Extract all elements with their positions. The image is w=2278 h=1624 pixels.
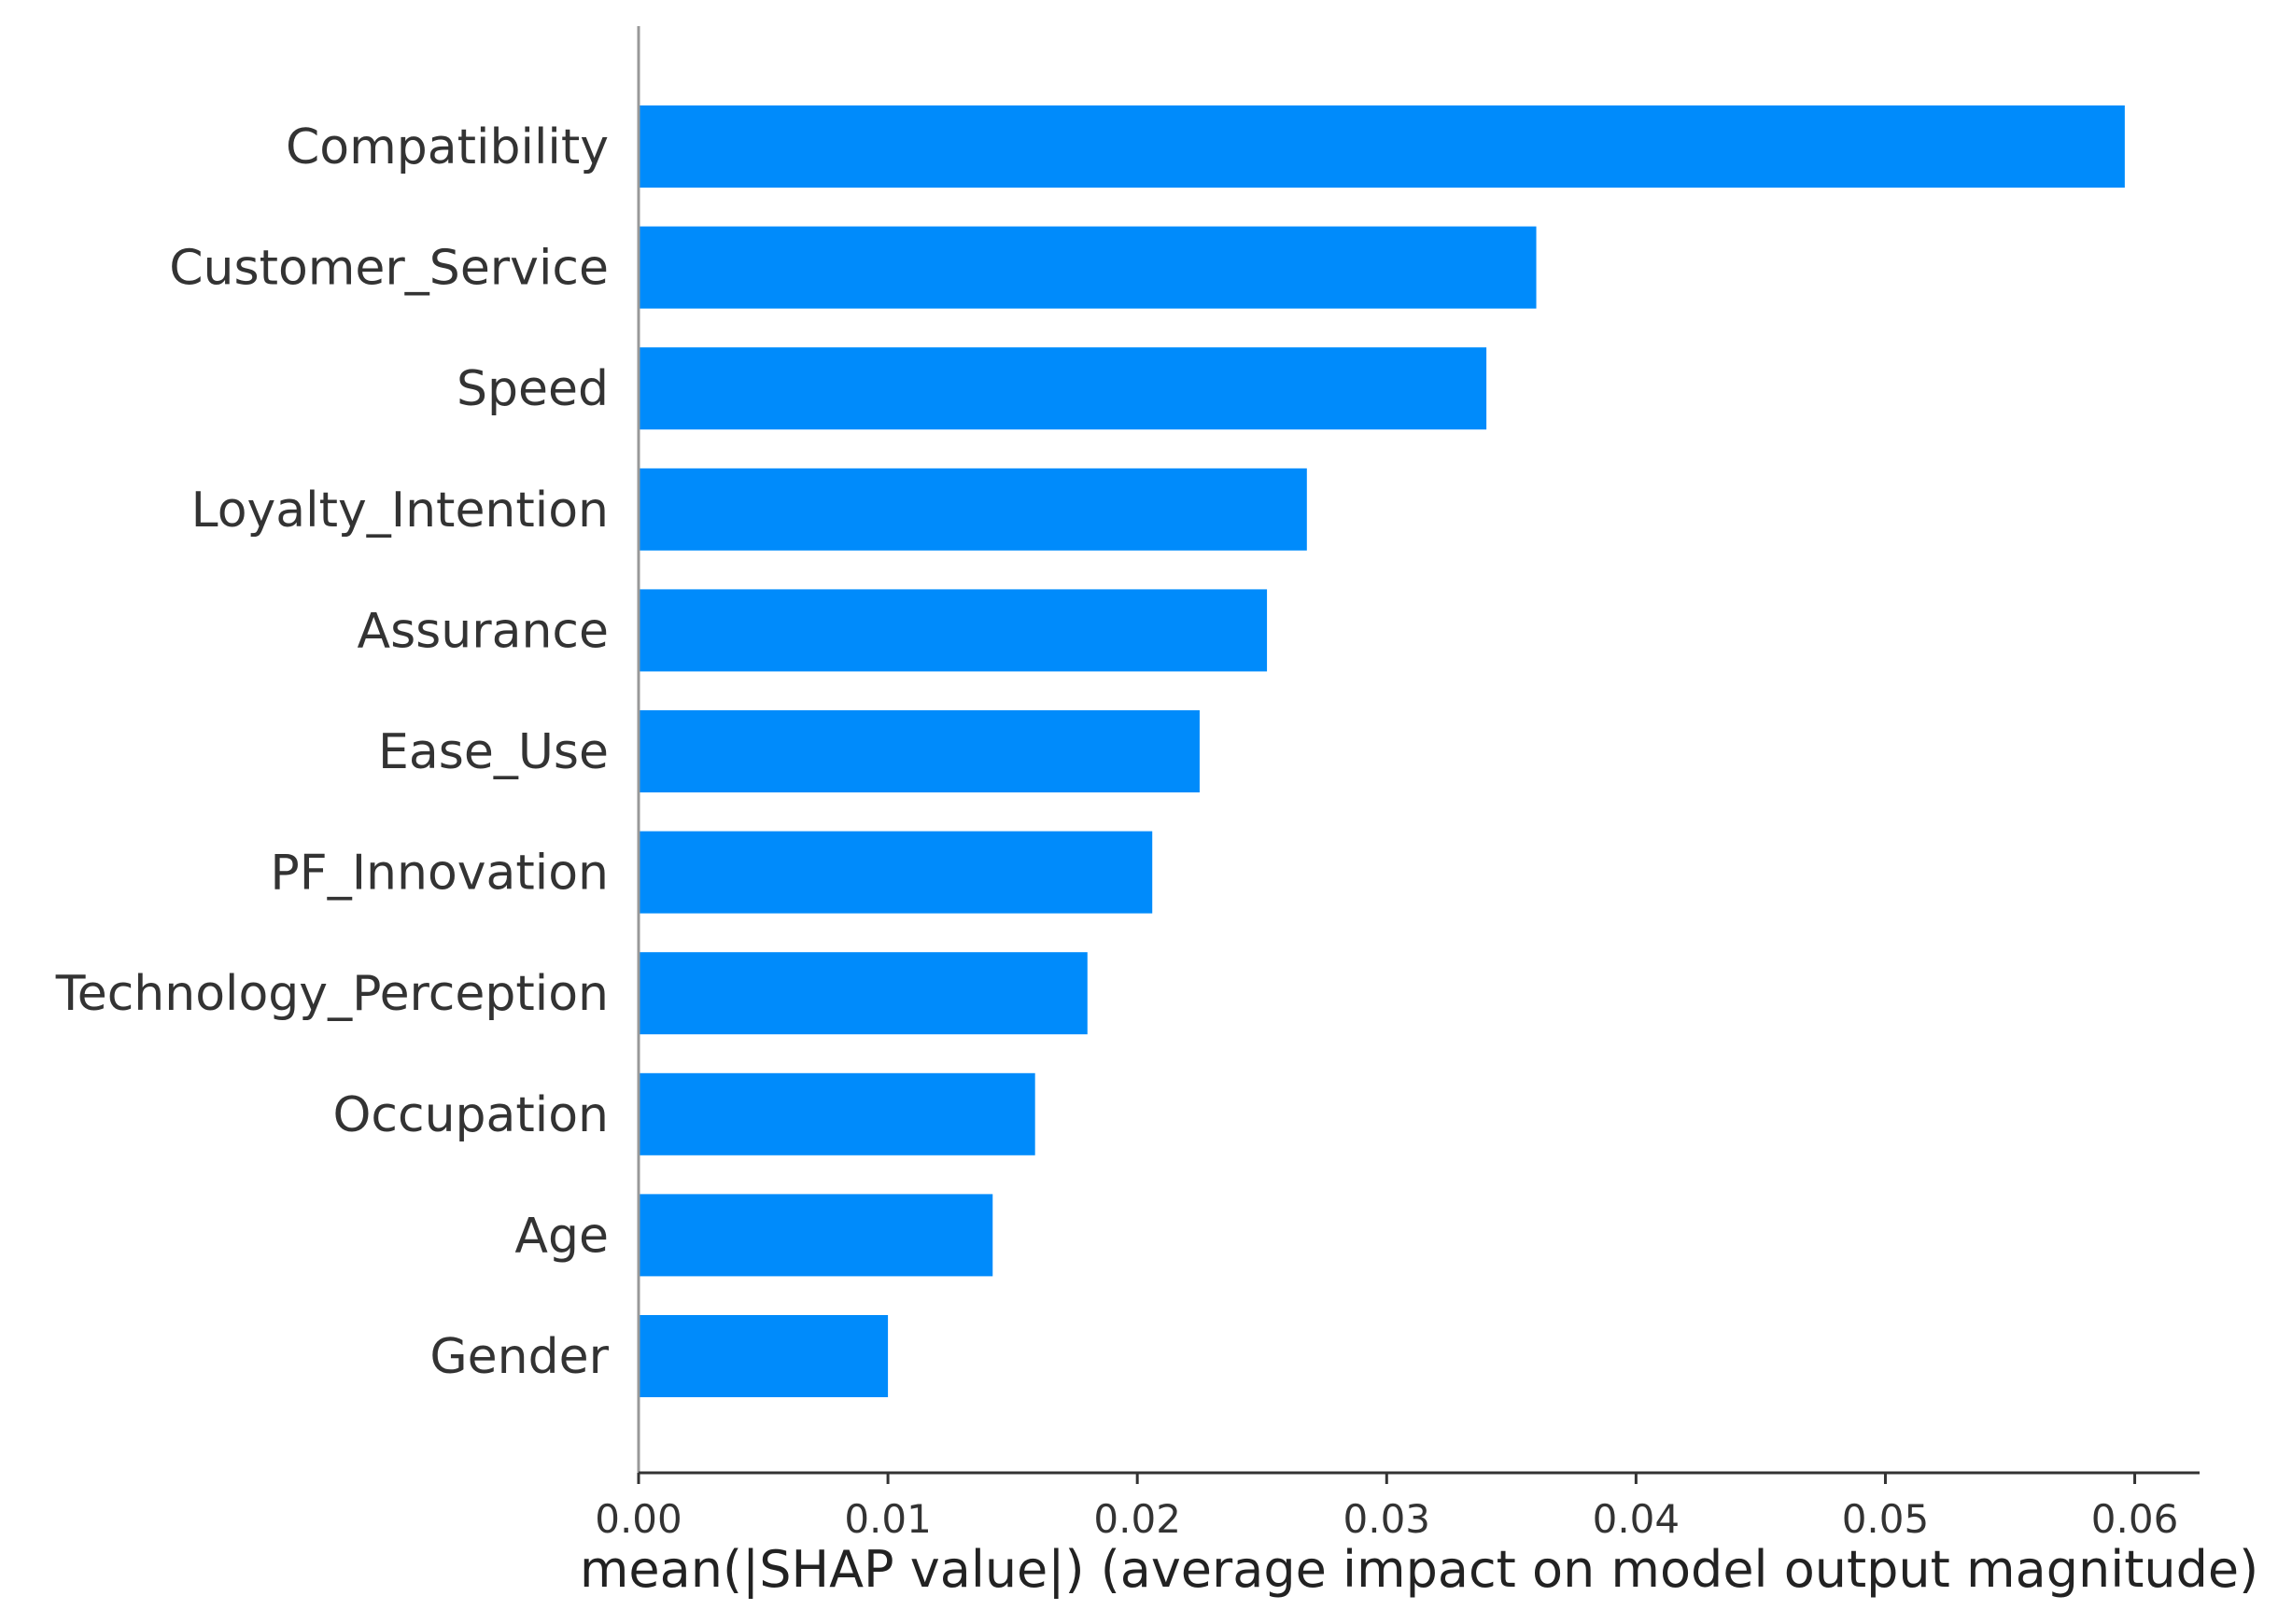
feature-label-technology-perception: Technology_Perception [55,966,609,1022]
x-tick-label: 0.02 [1093,1496,1181,1542]
feature-label-customer-service: Customer_Service [169,241,609,297]
feature-label-pf-innovation: PF_Innovation [270,846,609,902]
bar-compatibility [639,105,2125,188]
x-tick-label: 0.03 [1343,1496,1431,1542]
feature-labels-group: Compatibility Customer_Service Speed Loyalt… [55,119,610,1385]
bar-ease-use [639,710,1200,792]
feature-label-assurance: Assurance [358,603,610,659]
bar-technology-perception [639,952,1088,1035]
x-tick-label: 0.05 [1842,1496,1930,1542]
feature-label-compatibility: Compatibility [286,119,609,175]
bars-group [639,105,2125,1397]
feature-label-age: Age [514,1208,609,1264]
x-ticks-group: 0.00 0.01 0.02 0.03 0.04 0.05 0.06 [595,1473,2178,1542]
x-axis-label: mean(|SHAP value|) (average impact on mo… [580,1540,2258,1599]
bar-speed [639,347,1487,430]
x-tick-label: 0.04 [1593,1496,1680,1542]
bar-pf-innovation [639,831,1153,914]
x-tick-label: 0.00 [595,1496,682,1542]
feature-label-loyalty-intention: Loyalty_Intention [191,483,609,539]
bar-occupation [639,1072,1035,1155]
bar-loyalty-intention [639,468,1307,551]
feature-label-speed: Speed [457,361,609,417]
bar-assurance [639,589,1268,672]
bar-gender [639,1315,889,1397]
x-tick-label: 0.06 [2091,1496,2179,1542]
feature-label-gender: Gender [429,1329,609,1385]
feature-label-occupation: Occupation [332,1087,609,1143]
x-tick-label: 0.01 [844,1496,932,1542]
bar-age [639,1194,993,1277]
feature-label-ease-use: Ease_Use [378,724,609,780]
bar-customer-service [639,226,1537,309]
